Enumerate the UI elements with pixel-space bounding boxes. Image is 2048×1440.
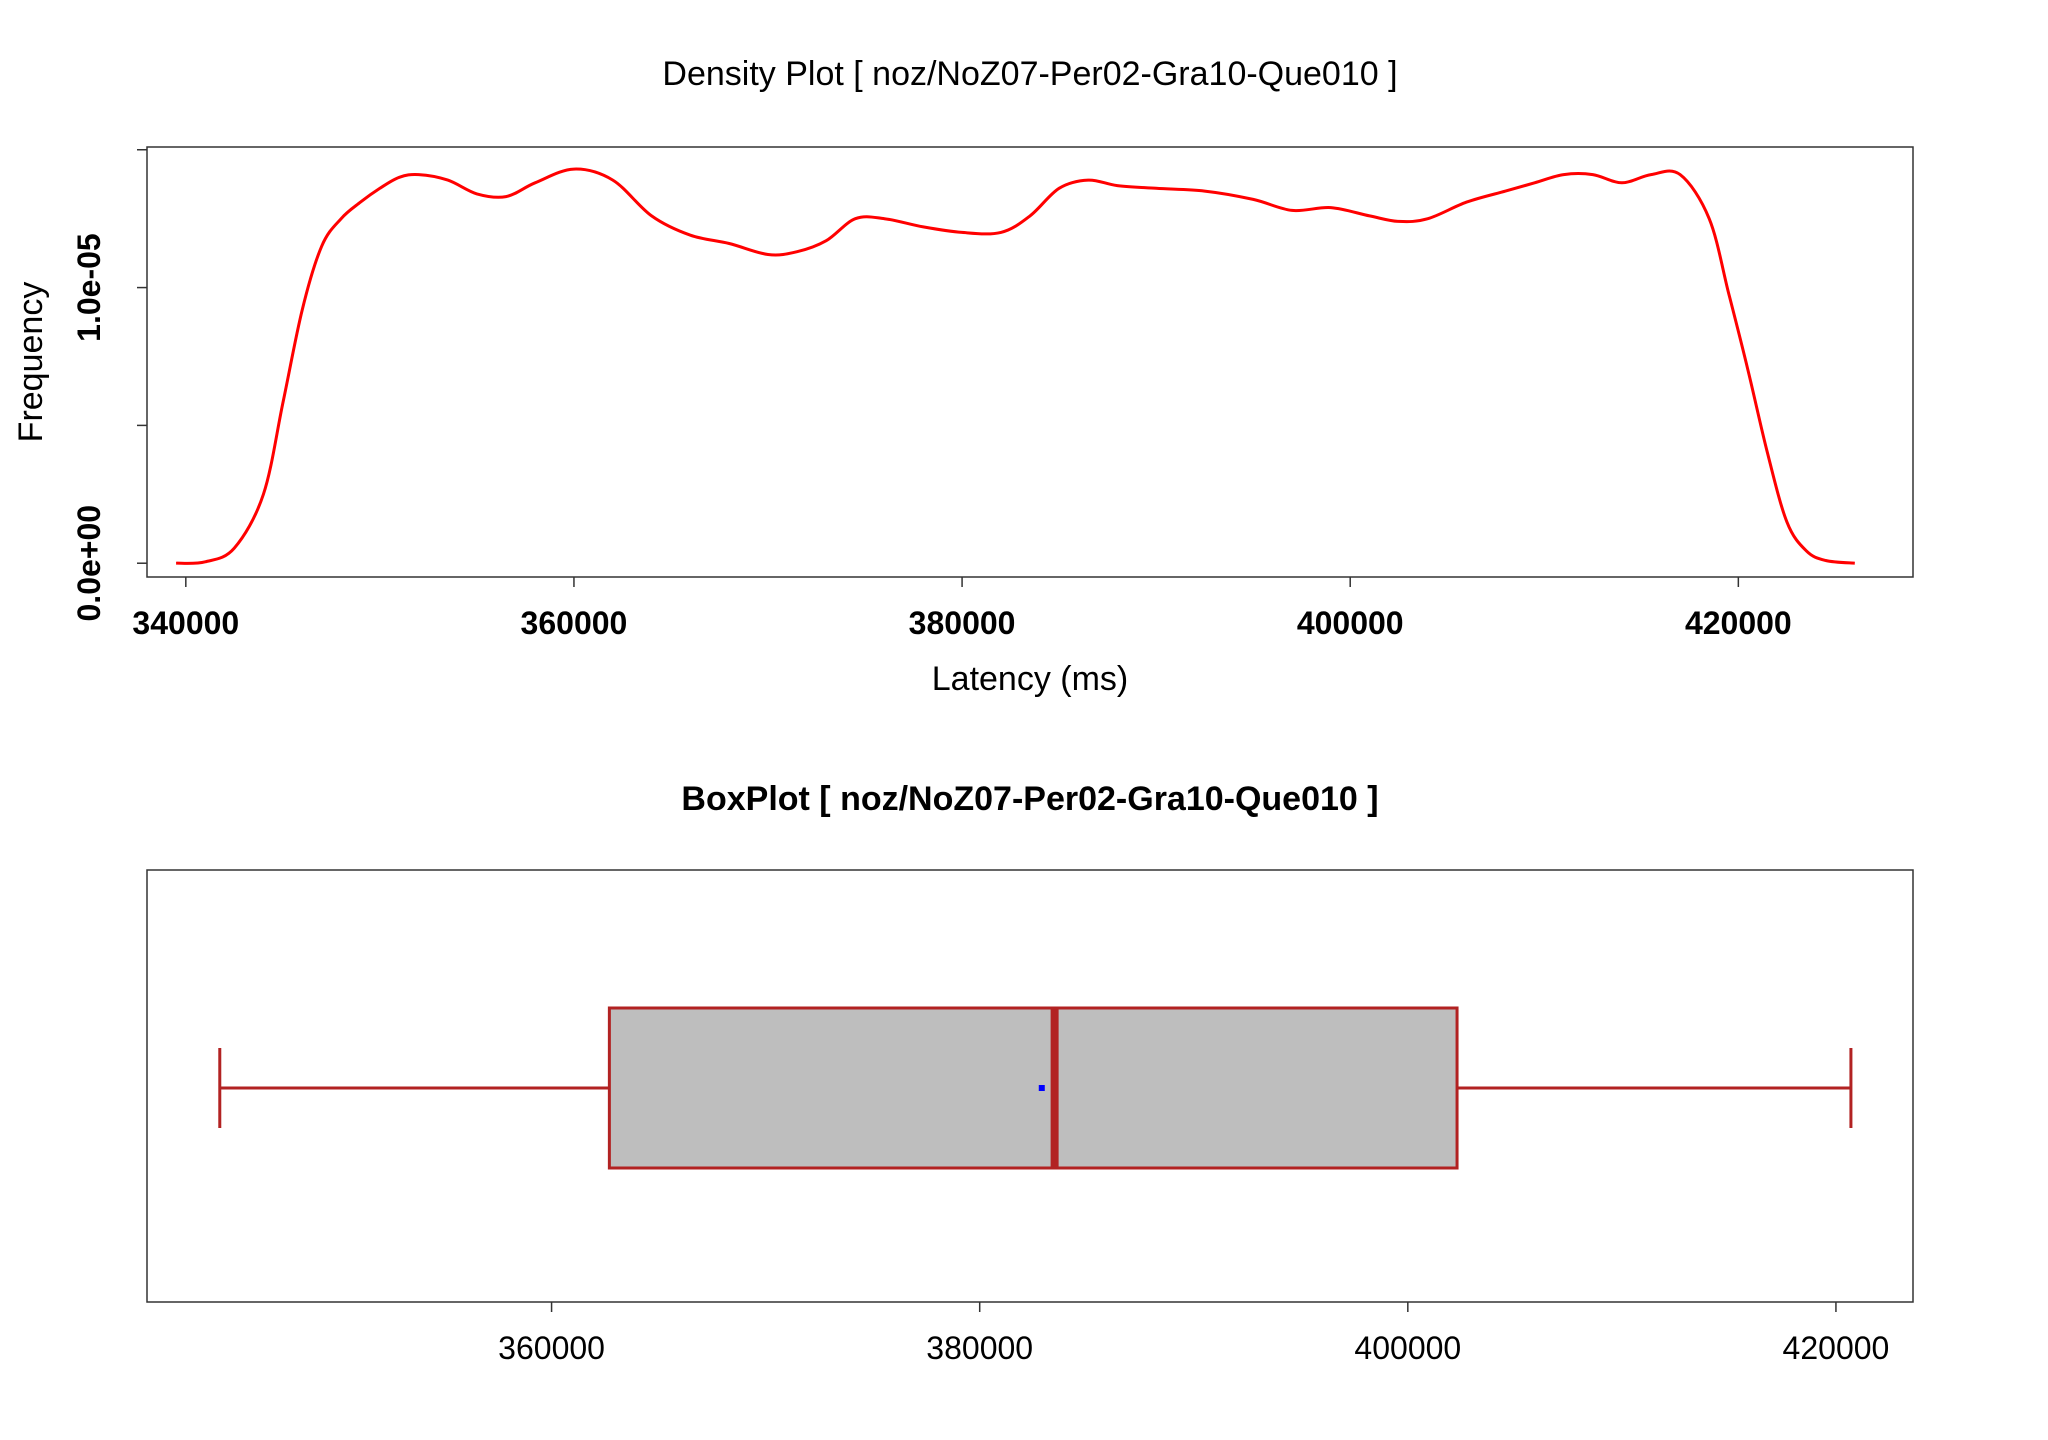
- boxplot-x-axis: 360000 380000 400000 420000: [498, 1302, 1889, 1366]
- boxplot-frame: [146, 869, 1914, 1303]
- interquartile-box: [607, 1006, 1459, 1170]
- density-x-tick-label: 360000: [521, 605, 628, 641]
- density-x-tick-label: 340000: [132, 605, 239, 641]
- boxplot-x-tick-label: 420000: [1783, 1330, 1890, 1366]
- density-y-axis: 0.0e+00 1.0e-05: [71, 149, 147, 622]
- mean-marker: [1038, 1085, 1045, 1091]
- density-title: Density Plot [ noz/NoZ07-Per02-Gra10-Que…: [662, 55, 1397, 93]
- boxplot-box-group: [218, 1006, 1853, 1170]
- boxplot-x-tick-label: 360000: [498, 1330, 605, 1366]
- density-y-tick-label: 0.0e+00: [71, 505, 107, 622]
- density-y-axis-label: Frequency: [12, 282, 50, 443]
- density-x-tick-label: 420000: [1685, 605, 1792, 641]
- density-plot-frame: [146, 146, 1914, 578]
- density-x-tick-label: 380000: [909, 605, 1016, 641]
- boxplot-title: BoxPlot [ noz/NoZ07-Per02-Gra10-Que010 ]: [681, 780, 1378, 818]
- boxplot-x-tick-label: 380000: [926, 1330, 1033, 1366]
- density-x-axis: 340000 360000 380000 400000 420000: [132, 577, 1792, 641]
- density-x-axis-label: Latency (ms): [932, 660, 1129, 698]
- density-curve: [176, 167, 1855, 565]
- density-y-tick-label: 1.0e-05: [71, 233, 107, 342]
- boxplot-x-tick-label: 400000: [1354, 1330, 1461, 1366]
- density-x-tick-label: 400000: [1297, 605, 1404, 641]
